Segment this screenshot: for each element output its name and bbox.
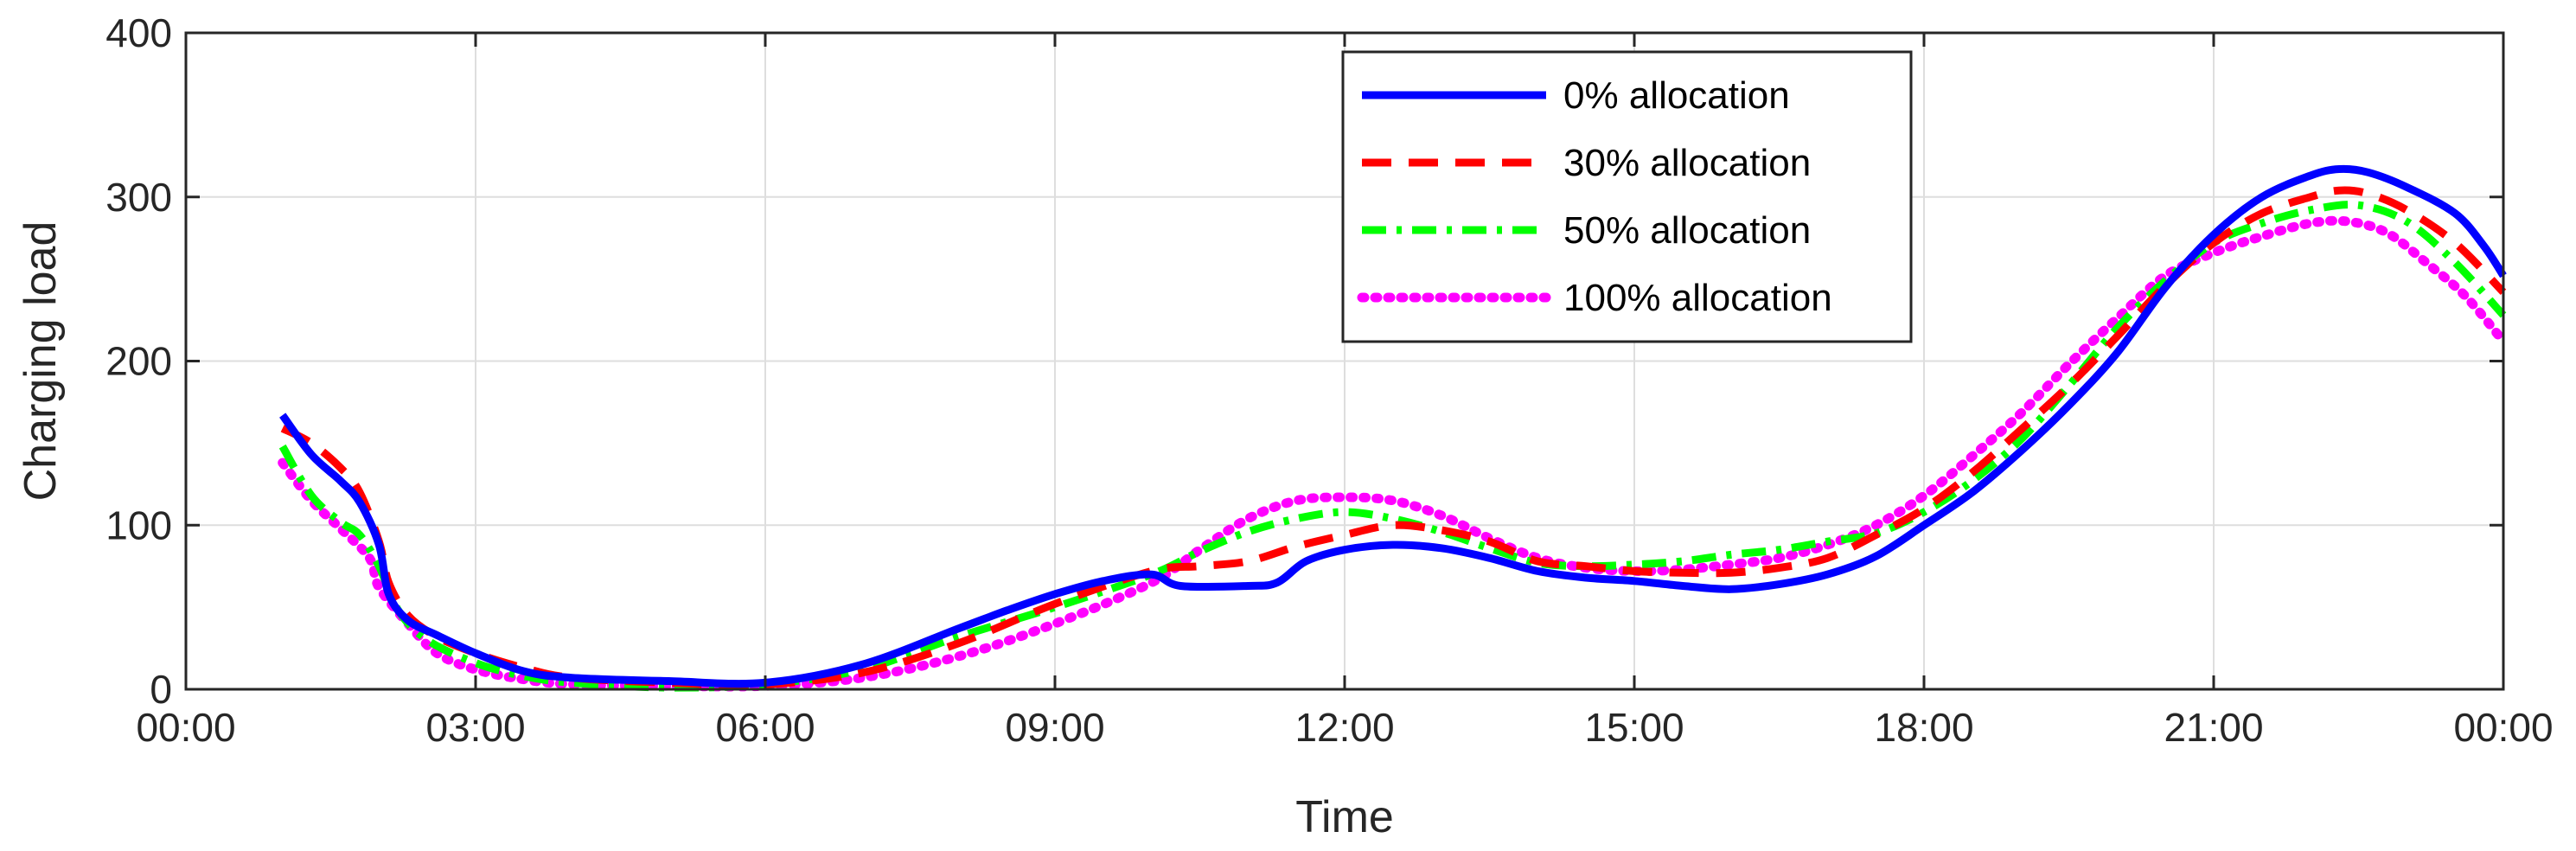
tick-labels: 00:00 03:00 06:00 09:00 12:00 15:00 18:00 21:00… [105,10,2553,750]
axis-ticks [184,31,2505,691]
y-tick-label: 400 [105,10,172,55]
y-axis-label: Charging load [16,221,66,502]
x-tick-label: 09:00 [1005,705,1104,750]
series-line-0-percent-allocation [279,164,2507,688]
x-tick-label: 21:00 [2164,705,2263,750]
x-tick-label: 00:00 [136,705,235,750]
legend-label-30-percent-allocation: 30% allocation [1563,142,1811,184]
y-tick-label: 0 [150,667,172,712]
x-tick-label: 03:00 [425,705,525,750]
series-layer [278,164,2509,692]
legend-label-100-percent-allocation: 100% allocation [1563,277,1832,319]
series-line-100-percent-allocation [278,215,2509,692]
legend-label-0-percent-allocation: 0% allocation [1563,74,1790,117]
x-tick-label: 18:00 [1874,705,1973,750]
x-tick-label: 00:00 [2453,705,2553,750]
x-tick-label: 06:00 [715,705,815,750]
legend-label-50-percent-allocation: 50% allocation [1563,209,1811,252]
y-tick-label: 200 [105,339,172,384]
x-tick-label: 12:00 [1294,705,1394,750]
series-line-50-percent-allocation [278,201,2507,692]
x-tick-label: 15:00 [1584,705,1684,750]
y-tick-label: 300 [105,175,172,220]
legend: 0% allocation 30% allocation 50% allocatio… [1341,50,1913,343]
y-tick-label: 100 [105,502,172,547]
x-axis-label: Time [1295,792,1394,842]
